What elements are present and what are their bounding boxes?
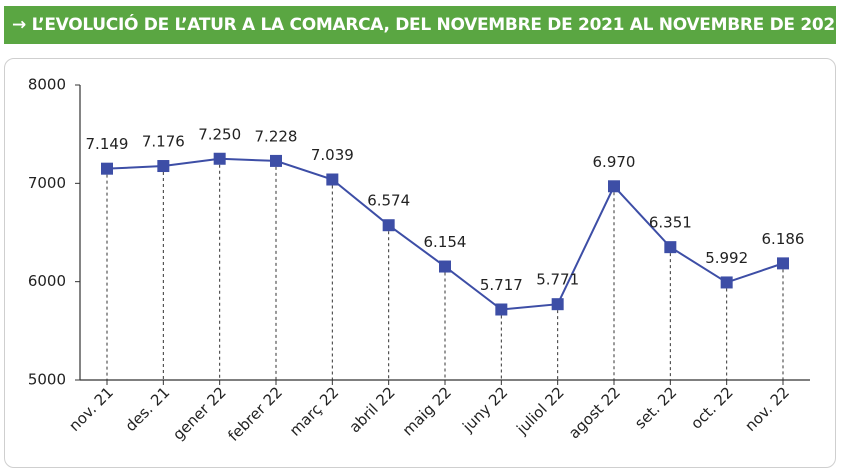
chart-panel — [4, 58, 836, 468]
x-tick-label: set. 22 — [631, 383, 680, 432]
x-tick-label: des. 21 — [122, 383, 174, 435]
marker — [326, 173, 339, 186]
value-label: 7.250 — [198, 125, 241, 143]
x-tick-label: gener 22 — [169, 383, 229, 443]
y-tick-label: 6000 — [28, 272, 66, 290]
y-tick-label: 8000 — [28, 76, 66, 94]
value-label: 5.992 — [705, 249, 748, 267]
marker — [213, 152, 226, 165]
value-label: 7.228 — [255, 127, 298, 145]
x-tick-label: febrer 22 — [224, 383, 286, 445]
chart-title: → L’EVOLUCIÓ DE L’ATUR A LA COMARCA, DEL… — [4, 6, 844, 44]
marker — [157, 160, 170, 173]
value-label: 7.039 — [311, 146, 354, 164]
x-tick-label: març 22 — [286, 383, 342, 439]
value-label: 7.176 — [142, 133, 185, 151]
marker — [439, 260, 451, 273]
marker — [608, 180, 620, 193]
x-tick-label: agost 22 — [565, 383, 624, 442]
value-label: 6.970 — [593, 153, 636, 171]
value-label: 5.771 — [536, 271, 579, 289]
value-label: 7.149 — [86, 135, 129, 153]
y-tick-label: 7000 — [28, 174, 66, 192]
value-label: 6.351 — [649, 214, 692, 232]
x-tick-label: nov. 21 — [65, 383, 117, 435]
x-tick-label: juliol 22 — [512, 383, 567, 438]
value-label: 5.717 — [480, 276, 523, 294]
marker — [101, 162, 113, 175]
x-tick-label: juny 22 — [458, 383, 511, 436]
marker — [270, 154, 282, 167]
marker — [720, 276, 733, 289]
marker — [495, 303, 508, 316]
value-label: 6.186 — [762, 230, 805, 248]
marker — [382, 219, 395, 232]
x-tick-label: abril 22 — [346, 383, 399, 436]
y-tick-label: 5000 — [28, 371, 66, 389]
marker — [664, 241, 677, 254]
value-label: 6.154 — [424, 233, 467, 251]
x-tick-label: oct. 22 — [687, 383, 736, 432]
marker — [551, 298, 564, 311]
x-tick-label: nov. 22 — [741, 383, 793, 435]
x-tick-label: maig 22 — [399, 383, 455, 439]
value-label: 6.574 — [367, 192, 410, 210]
marker — [777, 257, 789, 270]
